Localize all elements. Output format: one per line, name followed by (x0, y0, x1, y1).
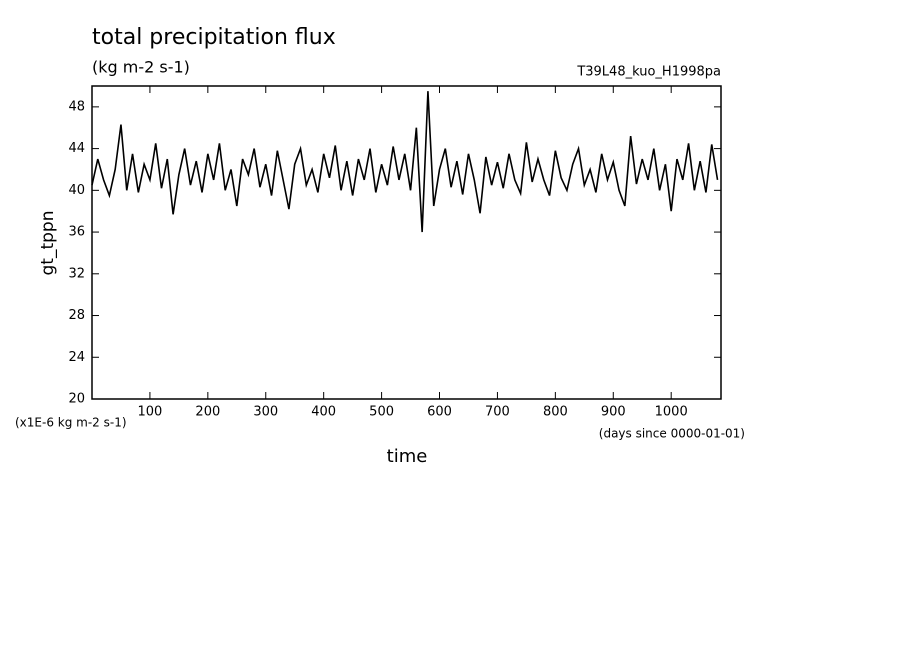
x-tick-label: 1000 (655, 405, 688, 420)
y-unit: (x1E-6 kg m-2 s-1) (15, 416, 127, 430)
chart-title: total precipitation flux (92, 25, 336, 50)
chart-subtitle: (kg m-2 s-1) (92, 58, 190, 77)
x-tick-label: 700 (485, 405, 510, 420)
y-tick-label: 40 (68, 183, 85, 198)
x-tick-label: 800 (543, 405, 568, 420)
x-axis-label: time (387, 446, 428, 467)
y-tick-label: 24 (68, 350, 85, 365)
y-tick-label: 28 (68, 308, 85, 323)
y-tick-label: 44 (68, 141, 85, 156)
y-tick-label: 32 (68, 266, 85, 281)
x-tick-label: 100 (138, 405, 163, 420)
data-line (91, 91, 719, 233)
run-label: T39L48_kuo_H1998pa (576, 65, 721, 80)
y-tick-label: 48 (68, 99, 85, 114)
x-tick-label: 900 (601, 405, 626, 420)
x-tick-label: 600 (427, 405, 452, 420)
x-tick-label: 300 (253, 405, 278, 420)
x-unit: (days since 0000-01-01) (599, 427, 745, 441)
y-axis-label: gt_tppn (38, 211, 58, 276)
x-tick-label: 200 (195, 405, 220, 420)
x-tick-label: 400 (311, 405, 336, 420)
y-tick-label: 36 (68, 225, 85, 240)
plot-frame (91, 85, 722, 400)
x-tick-label: 500 (369, 405, 394, 420)
y-tick-label: 20 (68, 392, 85, 407)
